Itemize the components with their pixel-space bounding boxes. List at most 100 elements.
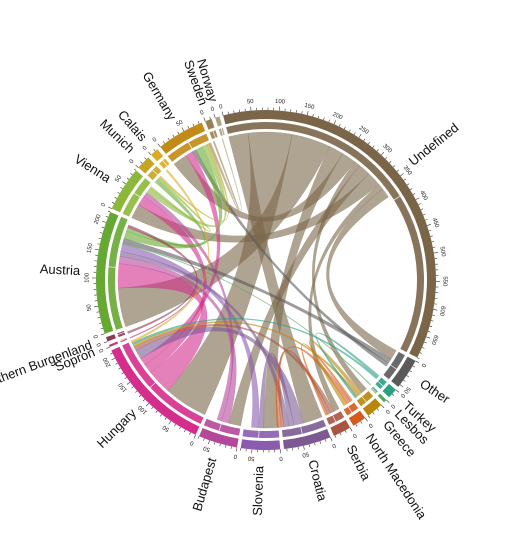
track-in-austria	[108, 216, 128, 268]
track-out-north-macedonia	[348, 402, 359, 413]
ribbon-turkey-to-greece	[315, 332, 380, 399]
tick-undefined	[419, 352, 423, 354]
tick-austria	[105, 215, 109, 218]
track-in-vienna	[134, 178, 151, 197]
sector-vienna	[111, 170, 143, 213]
tick-label-austria: 200	[94, 213, 103, 225]
tick-label-vienna: 50	[114, 174, 123, 183]
tick-label-vienna: 0	[101, 202, 108, 208]
tick-turkey	[395, 389, 400, 393]
tick-hungary	[151, 406, 154, 410]
tick-label-undefined: 50	[247, 99, 255, 106]
label-slovenia: Slovenia	[250, 465, 267, 516]
tick-label-hungary: 0	[189, 439, 195, 446]
track-out-other	[390, 351, 405, 369]
tick-label-undefined: 350	[402, 165, 413, 177]
label-austria: Austria	[39, 261, 81, 278]
tick-hungary	[124, 377, 127, 380]
track-in-germany	[188, 133, 209, 149]
tick-label-north-macedonia: 0	[367, 421, 374, 428]
tick-label-hungary: 50	[161, 423, 170, 432]
track-out-budapest	[219, 424, 241, 436]
tick-greece	[381, 404, 385, 409]
ribbon-northern-burgenland-to-austria	[127, 224, 198, 334]
ribbon-other-to-germany	[191, 149, 389, 367]
tick-serbia	[349, 427, 353, 432]
tick-undefined	[426, 224, 431, 226]
tick-austria	[94, 248, 99, 251]
tick-label-budapest: 0	[233, 452, 238, 459]
tick-munich	[140, 161, 143, 164]
tick-other	[403, 379, 406, 382]
tick-undefined	[333, 120, 336, 125]
sector-hungary	[111, 346, 200, 435]
tick-undefined	[312, 114, 314, 117]
tick-undefined	[432, 314, 435, 316]
label-other: Other	[417, 376, 453, 407]
tick-lesbos	[386, 399, 390, 404]
tick-hungary	[115, 362, 118, 365]
ribbon-lesbos-to-austria	[122, 242, 372, 386]
tick-undefined	[363, 138, 366, 141]
track-in-calais	[162, 158, 170, 166]
ribbon-sopron-to-austria	[127, 226, 198, 339]
ribbon-vienna-to-munich	[149, 177, 211, 232]
tick-budapest	[230, 446, 232, 449]
tick-label-germany: 50	[175, 119, 184, 128]
tick-label-undefined: 450	[431, 217, 440, 229]
tick-undefined	[358, 134, 362, 138]
tick-greece	[372, 412, 375, 415]
ribbon-sweden-to-germany	[208, 140, 240, 212]
tick-austria	[100, 333, 105, 336]
tick-budapest	[197, 436, 200, 439]
tick-label-germany: 0	[152, 136, 159, 143]
tick-hungary	[164, 417, 167, 420]
tick-label-northern-burgenland: 0	[96, 341, 103, 347]
tick-austria	[98, 322, 102, 324]
label-croatia: Croatia	[305, 458, 330, 503]
tick-budapest	[219, 443, 221, 447]
tick-label-calais: 0	[142, 145, 149, 152]
tick-vienna	[117, 191, 120, 194]
tick-label-undefined: 550	[441, 276, 447, 287]
tick-budapest	[225, 445, 227, 448]
tick-austria	[100, 328, 104, 330]
tick-germany	[192, 123, 195, 127]
track-out-austria	[107, 267, 123, 330]
tick-budapest	[203, 438, 205, 441]
tick-undefined	[422, 213, 426, 216]
track-out-hungary	[150, 382, 204, 424]
tick-austria	[98, 237, 102, 240]
label-vienna: Vienna	[72, 151, 115, 186]
tick-north-macedonia	[364, 417, 368, 422]
tick-label-undefined: 500	[438, 246, 446, 257]
tick-undefined	[425, 219, 428, 221]
tick-germany	[157, 143, 161, 148]
tick-undefined	[428, 229, 432, 232]
tick-undefined	[431, 320, 434, 322]
tick-undefined	[227, 111, 229, 115]
track-out-slovenia	[258, 430, 280, 439]
track-out-vienna	[122, 193, 140, 217]
tick-undefined	[306, 111, 309, 116]
tick-germany	[163, 141, 166, 144]
track-in-greece	[356, 396, 367, 407]
tick-label-hungary: 150	[118, 381, 129, 393]
ribbon-norway-to-germany	[209, 138, 242, 211]
tick-hungary	[126, 381, 131, 385]
tick-undefined	[323, 117, 325, 121]
track-out-serbia	[332, 411, 345, 422]
tick-hungary	[168, 420, 172, 425]
tick-hungary	[160, 414, 163, 417]
track-out-northern-burgenland	[117, 332, 126, 338]
tick-label-undefined: 100	[275, 99, 286, 106]
tick-hungary	[110, 352, 113, 355]
tick-north-macedonia	[355, 424, 358, 427]
ribbon-budapest-to-vienna	[143, 192, 234, 422]
ribbon-turkey-to-hungary	[131, 317, 378, 380]
label-hungary: Hungary	[94, 405, 140, 451]
tick-croatia	[319, 441, 321, 444]
tick-munich	[144, 157, 147, 160]
tick-undefined	[418, 203, 421, 205]
tick-austria	[101, 226, 105, 229]
